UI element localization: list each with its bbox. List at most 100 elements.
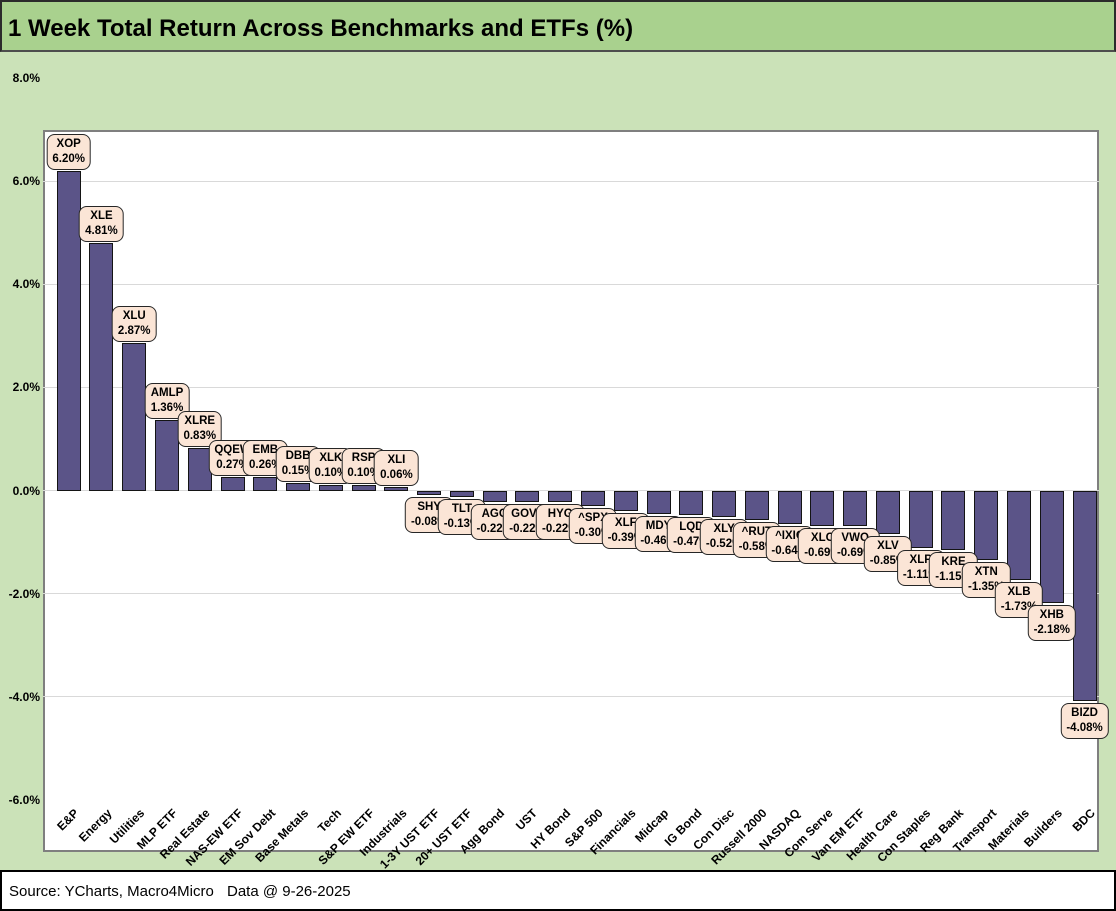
callout-value: 0.83%	[183, 429, 217, 442]
bar	[89, 242, 114, 491]
callout-value: 6.20%	[52, 152, 85, 165]
callout-ticker: KRE	[941, 555, 966, 568]
bar	[155, 420, 179, 491]
callout-value: 1.36%	[150, 402, 184, 415]
callout-ticker: AGG	[481, 507, 508, 520]
bar	[712, 490, 737, 518]
bar	[482, 490, 507, 502]
y-tick-label: -6.0%	[8, 793, 40, 807]
callout-ticker: HYG	[547, 507, 573, 520]
callout-ticker: XLI	[387, 454, 406, 467]
bar-callout: XHB -2.18%	[1027, 604, 1077, 641]
y-tick-label: -4.0%	[8, 689, 40, 704]
callout-value: 0.15%	[281, 464, 315, 477]
callout-ticker: XLB	[1007, 585, 1031, 598]
bar	[515, 490, 540, 502]
callout-ticker: XLC	[810, 532, 834, 545]
callout-ticker: ^SPX	[578, 512, 608, 525]
gridline	[43, 696, 1099, 698]
bar	[581, 490, 606, 507]
bar	[253, 477, 278, 491]
callout-ticker: GOVT	[511, 507, 544, 520]
callout-value: 0.10%	[314, 467, 348, 480]
callout-ticker: ^IXIC	[775, 529, 805, 542]
callout-ticker: BIZD	[1071, 706, 1098, 719]
bar	[449, 490, 474, 498]
callout-ticker: XLY	[713, 523, 735, 536]
callout-ticker: XLV	[877, 540, 899, 553]
callout-value: 0.06%	[380, 469, 413, 482]
bar	[646, 490, 671, 515]
bar	[417, 490, 442, 495]
callout-ticker: XLRE	[184, 414, 216, 427]
chart-title: 1 Week Total Return Across Benchmarks an…	[8, 15, 634, 42]
bar-callout: AMLP 1.36%	[144, 383, 190, 420]
bar	[777, 490, 802, 524]
bar	[286, 482, 311, 491]
bar-callout: XTN -1.35%	[962, 562, 1011, 599]
callout-value: 0.10%	[347, 467, 380, 480]
bar-callout: XLI 0.06%	[374, 450, 419, 487]
callout-ticker: XTN	[974, 566, 998, 579]
callout-ticker: XLU	[122, 309, 146, 322]
bar	[122, 342, 147, 491]
callout-ticker: MDY	[645, 520, 672, 533]
callout-ticker: XLF	[614, 516, 637, 529]
y-tick-label: -2.0%	[8, 586, 40, 601]
gridline	[43, 386, 1099, 388]
bar	[613, 490, 638, 511]
callout-value: 2.87%	[117, 324, 151, 337]
callout-ticker: DBB	[285, 449, 311, 462]
y-tick-label: 8.0%	[12, 71, 40, 85]
bar	[384, 487, 409, 491]
chart-title-band: 1 Week Total Return Across Benchmarks an…	[0, 0, 1116, 52]
bar	[548, 490, 573, 502]
bar	[351, 485, 376, 491]
x-tick-label: Tech	[314, 806, 344, 836]
callout-ticker: XLE	[90, 209, 113, 222]
callout-ticker: XOP	[56, 137, 81, 150]
bar	[843, 490, 868, 527]
bar	[1007, 490, 1032, 580]
callout-ticker: VWO	[841, 532, 869, 545]
callout-ticker: QQEW	[214, 443, 251, 456]
bar	[56, 170, 81, 491]
callout-ticker: XLP	[909, 553, 932, 566]
callout-value: -2.18%	[1033, 623, 1071, 636]
y-tick-label: 4.0%	[12, 277, 40, 292]
y-tick-label: 6.0%	[12, 174, 40, 189]
bar	[220, 476, 245, 491]
bar	[318, 485, 343, 491]
gridline	[43, 180, 1099, 182]
source-footer: Source: YCharts, Macro4Micro Data @ 9-26…	[0, 870, 1116, 911]
callout-ticker: AMLP	[150, 387, 184, 400]
callout-ticker: LQD	[679, 520, 704, 533]
bar	[187, 447, 212, 491]
data-date-text: Data @ 9-26-2025	[227, 883, 351, 900]
bar-callout: QQEW 0.27%	[208, 439, 257, 476]
bar	[744, 490, 769, 521]
bar	[941, 490, 966, 550]
x-tick-label: E&P	[54, 806, 82, 834]
bar	[908, 490, 933, 548]
callout-ticker: XHB	[1039, 608, 1064, 621]
callout-value: 4.81%	[85, 224, 118, 237]
callout-ticker: ^RUT	[741, 526, 773, 539]
source-text: Source: YCharts, Macro4Micro	[9, 883, 214, 900]
bar	[875, 490, 900, 535]
chart-body: 8.0% 6.0% 4.0% 2.0% 0.0% -2.0% -4.0% -6.0% XOP 6.…	[0, 52, 1116, 871]
callout-value: 0.26%	[249, 459, 282, 472]
callout-value: 0.27%	[216, 458, 249, 471]
callout-ticker: RSP	[351, 452, 376, 465]
bar-callout: XOP 6.20%	[46, 133, 91, 170]
bar-callout: XLE 4.81%	[79, 205, 124, 242]
gridline	[43, 283, 1099, 285]
callout-value: -4.08%	[1066, 721, 1103, 734]
y-tick-label: 0.0%	[12, 483, 40, 498]
bar	[679, 490, 704, 515]
x-tick-label: UST	[513, 806, 541, 833]
bar	[1039, 490, 1064, 603]
bar-callout: BIZD -4.08%	[1060, 702, 1109, 739]
callout-ticker: TLT	[451, 503, 473, 516]
